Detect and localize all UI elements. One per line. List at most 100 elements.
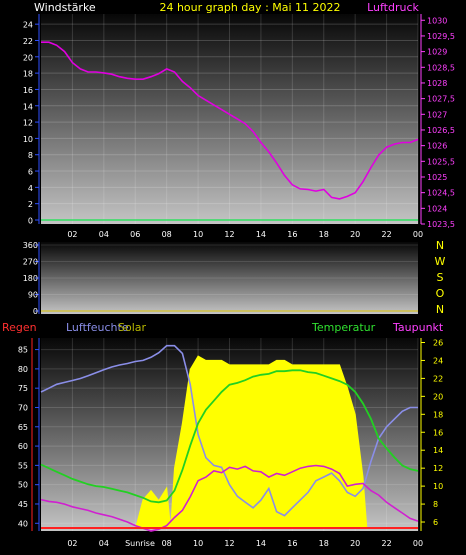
time-tick-label: 14 xyxy=(256,230,266,239)
time-tick-label: 08 xyxy=(162,230,172,239)
time-tick-label: 12 xyxy=(224,230,234,239)
direction-label: O xyxy=(436,287,445,300)
right-tick-label: 1023,5 xyxy=(427,220,455,229)
sunrise-label: Sunrise xyxy=(125,539,155,548)
dewpoint-line xyxy=(40,464,419,532)
right-tick-label: 1026,5 xyxy=(427,126,455,135)
right-tick-label: 1028 xyxy=(427,79,447,88)
solar-label: Solar xyxy=(118,321,147,334)
right-tick-label: 1024 xyxy=(427,204,447,213)
left-tick-label: 4 xyxy=(28,184,33,193)
left-tick-label: 10 xyxy=(23,135,33,144)
left-tick-label: 40 xyxy=(18,519,28,528)
pressure-line xyxy=(41,41,419,200)
right-tick-label: 1029,5 xyxy=(427,32,455,41)
right-tick-label: 26 xyxy=(433,338,443,347)
time-tick-label: 16 xyxy=(287,230,297,239)
left-tick-label: 180 xyxy=(23,274,38,283)
left-tick-label: 50 xyxy=(18,481,28,490)
wind-title: Windstärke xyxy=(34,1,96,14)
left-tick-label: 24 xyxy=(23,21,33,30)
right-tick-label: 1030 xyxy=(427,16,447,25)
pressure-title: Luftdruck xyxy=(367,1,419,14)
direction-label: S xyxy=(437,271,444,284)
direction-label: N xyxy=(436,239,444,252)
dewpoint-label: Taupunkt xyxy=(392,321,444,334)
time-tick-label: 08 xyxy=(162,539,172,548)
time-tick-label: 22 xyxy=(381,539,391,548)
left-tick-label: 20 xyxy=(23,53,33,62)
time-tick-label: 12 xyxy=(224,539,234,548)
time-tick-label: 04 xyxy=(99,230,109,239)
time-tick-label: 04 xyxy=(99,539,109,548)
right-tick-label: 10 xyxy=(433,482,443,491)
time-tick-label: 00 xyxy=(413,539,423,548)
left-tick-label: 14 xyxy=(23,102,33,111)
left-tick-label: 0 xyxy=(33,307,38,316)
chart-title: 24 hour graph day : Mai 11 2022 xyxy=(159,1,340,14)
right-tick-label: 1027,5 xyxy=(427,95,455,104)
humidity-line xyxy=(40,344,418,517)
time-tick-label: 22 xyxy=(381,230,391,239)
time-tick-label: 20 xyxy=(350,539,360,548)
temperature-line xyxy=(40,369,419,504)
right-tick-label: 1025,5 xyxy=(427,157,455,166)
left-tick-label: 60 xyxy=(18,442,28,451)
left-tick-label: 65 xyxy=(18,423,28,432)
time-tick-label: 10 xyxy=(193,230,203,239)
left-tick-label: 2 xyxy=(28,200,33,209)
time-tick-label: 18 xyxy=(319,230,329,239)
direction-label: N xyxy=(436,303,444,316)
left-tick-label: 6 xyxy=(28,168,33,177)
left-tick-label: 80 xyxy=(18,365,28,374)
right-tick-label: 8 xyxy=(433,500,438,509)
left-tick-label: 360 xyxy=(23,241,38,250)
left-tick-label: 85 xyxy=(18,346,28,355)
right-tick-label: 24 xyxy=(433,356,443,365)
right-tick-label: 1025 xyxy=(427,173,447,182)
rain-label: Regen xyxy=(2,321,37,334)
direction-label: W xyxy=(435,255,446,268)
climate-panel: 40 45 50 55 60 65 70 75 80 85 6 8 10 12 14 16 18 20 22 24 2… xyxy=(18,338,443,548)
time-tick-label: 06 xyxy=(130,230,140,239)
left-tick-label: 0 xyxy=(28,217,33,226)
right-tick-label: 1028,5 xyxy=(427,63,455,72)
wind-pressure-plot-area xyxy=(41,14,418,224)
right-tick-label: 22 xyxy=(433,374,443,383)
right-tick-label: 12 xyxy=(433,464,443,473)
right-tick-label: 1024,5 xyxy=(427,189,455,198)
left-tick-label: 270 xyxy=(23,258,38,267)
left-tick-label: 12 xyxy=(23,119,33,128)
wind-direction-plot-area xyxy=(41,242,418,314)
right-tick-label: 14 xyxy=(433,446,443,455)
left-tick-label: 22 xyxy=(23,37,33,46)
left-tick-label: 45 xyxy=(18,500,28,509)
time-tick-label: 02 xyxy=(67,539,77,548)
right-tick-label: 1026 xyxy=(427,142,447,151)
time-tick-label: 02 xyxy=(67,230,77,239)
left-tick-label: 18 xyxy=(23,70,33,79)
time-tick-label: 14 xyxy=(256,539,266,548)
time-tick-label: 00 xyxy=(413,230,423,239)
right-tick-label: 6 xyxy=(433,518,438,527)
left-tick-label: 70 xyxy=(18,403,28,412)
left-tick-label: 16 xyxy=(23,86,33,95)
time-tick-label: 10 xyxy=(193,539,203,548)
time-tick-label: 18 xyxy=(319,539,329,548)
right-tick-label: 18 xyxy=(433,410,443,419)
right-tick-label: 20 xyxy=(433,392,443,401)
left-tick-label: 75 xyxy=(18,384,28,393)
humidity-label: Luftfeuchte xyxy=(66,321,129,334)
right-tick-label: 1027 xyxy=(427,110,447,119)
time-tick-label: 20 xyxy=(350,230,360,239)
left-tick-label: 90 xyxy=(28,291,38,300)
right-tick-label: 1029 xyxy=(427,48,447,57)
left-tick-label: 8 xyxy=(28,151,33,160)
time-tick-label: 16 xyxy=(287,539,297,548)
left-tick-label: 55 xyxy=(18,461,28,470)
right-tick-label: 16 xyxy=(433,428,443,437)
temperature-label: Temperatur xyxy=(311,321,376,334)
